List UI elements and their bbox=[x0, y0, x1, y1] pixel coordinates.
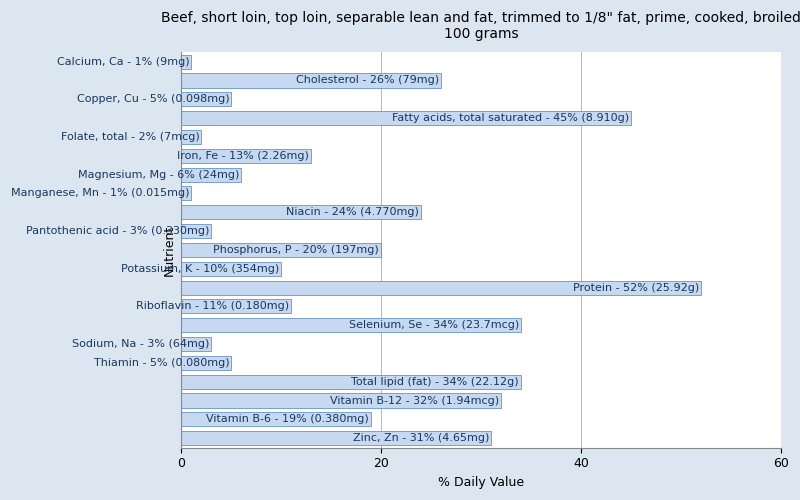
Text: Vitamin B-12 - 32% (1.94mcg): Vitamin B-12 - 32% (1.94mcg) bbox=[330, 396, 499, 406]
Bar bbox=[182, 92, 231, 106]
Bar bbox=[182, 130, 202, 144]
Text: Niacin - 24% (4.770mg): Niacin - 24% (4.770mg) bbox=[286, 207, 419, 217]
Y-axis label: Nutrient: Nutrient bbox=[162, 224, 176, 276]
Bar bbox=[182, 168, 242, 181]
Text: Vitamin B-6 - 19% (0.380mg): Vitamin B-6 - 19% (0.380mg) bbox=[206, 414, 370, 424]
Bar bbox=[182, 300, 291, 314]
Text: Copper, Cu - 5% (0.098mg): Copper, Cu - 5% (0.098mg) bbox=[77, 94, 230, 104]
Text: Sodium, Na - 3% (64mg): Sodium, Na - 3% (64mg) bbox=[72, 339, 210, 349]
Text: Calcium, Ca - 1% (9mg): Calcium, Ca - 1% (9mg) bbox=[57, 56, 190, 66]
Text: Protein - 52% (25.92g): Protein - 52% (25.92g) bbox=[573, 282, 699, 292]
Bar bbox=[182, 318, 521, 332]
Text: Total lipid (fat) - 34% (22.12g): Total lipid (fat) - 34% (22.12g) bbox=[351, 376, 519, 386]
Bar bbox=[182, 54, 191, 68]
Bar bbox=[182, 186, 191, 200]
Bar bbox=[182, 243, 382, 257]
Bar bbox=[182, 374, 521, 389]
Text: Magnesium, Mg - 6% (24mg): Magnesium, Mg - 6% (24mg) bbox=[78, 170, 239, 179]
Bar bbox=[182, 356, 231, 370]
Text: Folate, total - 2% (7mcg): Folate, total - 2% (7mcg) bbox=[61, 132, 199, 142]
Bar bbox=[182, 224, 211, 238]
Bar bbox=[182, 394, 501, 407]
Bar bbox=[182, 431, 491, 446]
Bar bbox=[182, 412, 371, 426]
Text: Fatty acids, total saturated - 45% (8.910g): Fatty acids, total saturated - 45% (8.91… bbox=[392, 113, 629, 123]
X-axis label: % Daily Value: % Daily Value bbox=[438, 476, 524, 489]
Text: Zinc, Zn - 31% (4.65mg): Zinc, Zn - 31% (4.65mg) bbox=[353, 433, 489, 443]
Bar bbox=[182, 148, 311, 163]
Bar bbox=[182, 111, 631, 125]
Bar bbox=[182, 280, 701, 294]
Text: Pantothenic acid - 3% (0.330mg): Pantothenic acid - 3% (0.330mg) bbox=[26, 226, 210, 236]
Bar bbox=[182, 337, 211, 351]
Text: Riboflavin - 11% (0.180mg): Riboflavin - 11% (0.180mg) bbox=[136, 302, 290, 312]
Bar bbox=[182, 74, 441, 88]
Text: Iron, Fe - 13% (2.26mg): Iron, Fe - 13% (2.26mg) bbox=[178, 151, 310, 161]
Text: Phosphorus, P - 20% (197mg): Phosphorus, P - 20% (197mg) bbox=[214, 245, 379, 255]
Text: Cholesterol - 26% (79mg): Cholesterol - 26% (79mg) bbox=[296, 76, 439, 86]
Bar bbox=[182, 262, 282, 276]
Text: Thiamin - 5% (0.080mg): Thiamin - 5% (0.080mg) bbox=[94, 358, 230, 368]
Text: Selenium, Se - 34% (23.7mcg): Selenium, Se - 34% (23.7mcg) bbox=[349, 320, 519, 330]
Text: Potassium, K - 10% (354mg): Potassium, K - 10% (354mg) bbox=[121, 264, 279, 274]
Title: Beef, short loin, top loin, separable lean and fat, trimmed to 1/8" fat, prime, : Beef, short loin, top loin, separable le… bbox=[162, 11, 800, 42]
Bar bbox=[182, 205, 421, 220]
Text: Manganese, Mn - 1% (0.015mg): Manganese, Mn - 1% (0.015mg) bbox=[11, 188, 190, 198]
